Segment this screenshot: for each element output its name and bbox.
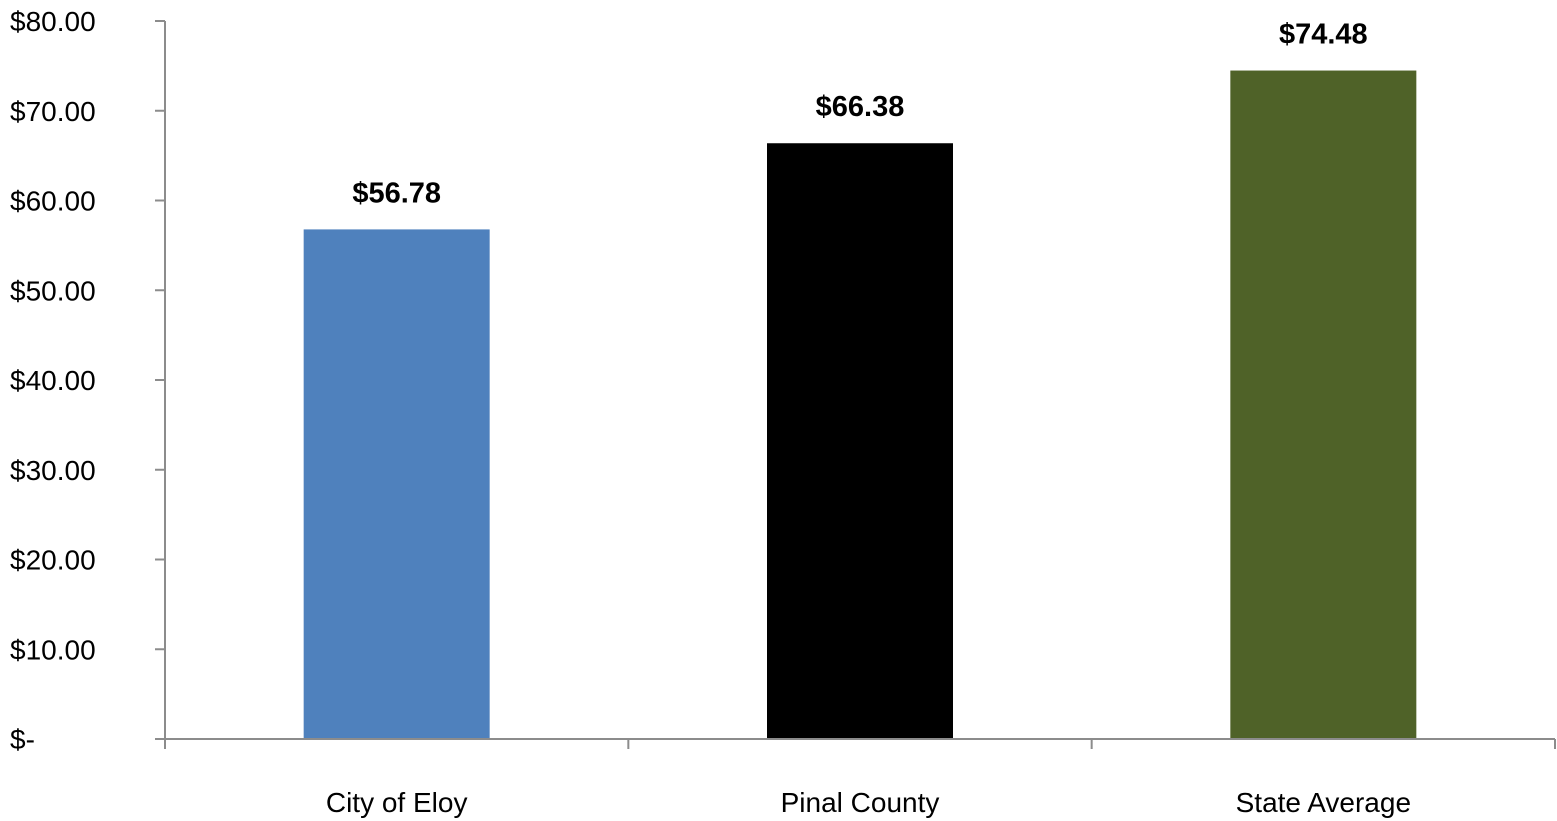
- y-tick-label: $20.00: [10, 545, 96, 576]
- y-axis-ticks: $- $10.00 $20.00 $30.00 $40.00 $50.00 $60.00 $7…: [10, 6, 165, 755]
- x-tick-label: Pinal County: [781, 787, 940, 818]
- y-tick-label: $50.00: [10, 275, 96, 306]
- bar: [303, 229, 490, 739]
- data-label: $66.38: [816, 91, 905, 123]
- data-label: $74.48: [1279, 19, 1368, 51]
- x-tick-label: State Average: [1236, 787, 1411, 818]
- x-tick-label: City of Eloy: [326, 787, 468, 818]
- y-tick-label: $70.00: [10, 96, 96, 127]
- bar: [767, 143, 953, 739]
- data-labels: $56.78 $66.38 $74.48: [352, 19, 1367, 210]
- y-tick-label: $10.00: [10, 634, 96, 665]
- axes: [155, 21, 1556, 749]
- y-tick-label: $40.00: [10, 365, 96, 396]
- data-label: $56.78: [352, 177, 441, 209]
- y-tick-label: $30.00: [10, 455, 96, 486]
- y-tick-label: $60.00: [10, 186, 96, 217]
- bar: [1230, 70, 1417, 740]
- bars: [303, 70, 1417, 740]
- y-tick-label: $80.00: [10, 6, 96, 37]
- y-tick-label: $-: [10, 724, 35, 755]
- x-axis-labels: City of Eloy Pinal County State Average: [326, 787, 1411, 818]
